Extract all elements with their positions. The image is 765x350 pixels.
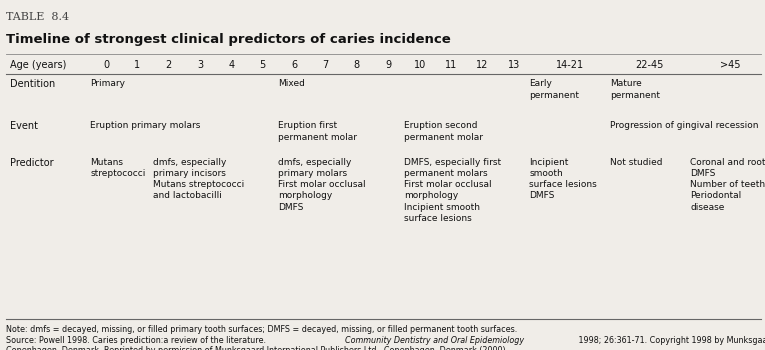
Text: Age (years): Age (years) bbox=[10, 60, 67, 70]
Text: Early
permanent: Early permanent bbox=[529, 79, 579, 99]
Text: Eruption primary molars: Eruption primary molars bbox=[90, 121, 200, 131]
Text: 3: 3 bbox=[197, 60, 203, 70]
Text: Incipient
smooth
surface lesions
DMFS: Incipient smooth surface lesions DMFS bbox=[529, 158, 597, 201]
Text: Dentition: Dentition bbox=[10, 79, 55, 90]
Text: Note: dmfs = decayed, missing, or filled primary tooth surfaces; DMFS = decayed,: Note: dmfs = decayed, missing, or filled… bbox=[6, 325, 517, 334]
Text: Mature
permanent: Mature permanent bbox=[610, 79, 659, 99]
Text: Eruption second
permanent molar: Eruption second permanent molar bbox=[404, 121, 483, 141]
Text: 6: 6 bbox=[291, 60, 298, 70]
Text: Predictor: Predictor bbox=[10, 158, 54, 168]
Text: 10: 10 bbox=[413, 60, 426, 70]
Text: Mixed: Mixed bbox=[278, 79, 305, 89]
Text: Source: Powell 1998. Caries prediction:a review of the literature.: Source: Powell 1998. Caries prediction:a… bbox=[6, 336, 269, 345]
Text: 8: 8 bbox=[353, 60, 360, 70]
Text: 5: 5 bbox=[259, 60, 266, 70]
Text: 22-45: 22-45 bbox=[636, 60, 664, 70]
Text: Copenhagen, Denmark. Reprinted by permission of Munksgaard International Publish: Copenhagen, Denmark. Reprinted by permis… bbox=[6, 346, 508, 350]
Text: Eruption first
permanent molar: Eruption first permanent molar bbox=[278, 121, 357, 141]
Text: dmfs, especially
primary incisors
Mutans streptococci
and lactobacilli: dmfs, especially primary incisors Mutans… bbox=[153, 158, 244, 201]
Text: 14-21: 14-21 bbox=[555, 60, 584, 70]
Text: TABLE  8.4: TABLE 8.4 bbox=[6, 12, 70, 22]
Text: Event: Event bbox=[10, 121, 38, 132]
Text: 13: 13 bbox=[507, 60, 520, 70]
Text: 1998; 26:361-71. Copyright 1998 by Munksgaard International Publishers Ltd.,: 1998; 26:361-71. Copyright 1998 by Munks… bbox=[576, 336, 765, 345]
Text: 1: 1 bbox=[134, 60, 141, 70]
Text: Primary: Primary bbox=[90, 79, 125, 89]
Text: Mutans
streptococci: Mutans streptococci bbox=[90, 158, 145, 178]
Text: Coronal and root
DMFS
Number of teeth
Periodontal
disease: Coronal and root DMFS Number of teeth Pe… bbox=[690, 158, 765, 212]
Text: 4: 4 bbox=[228, 60, 235, 70]
Text: dmfs, especially
primary molars
First molar occlusal
morphology
DMFS: dmfs, especially primary molars First mo… bbox=[278, 158, 366, 212]
Text: 0: 0 bbox=[103, 60, 109, 70]
Text: Not studied: Not studied bbox=[610, 158, 662, 167]
Text: 12: 12 bbox=[476, 60, 489, 70]
Text: Timeline of strongest clinical predictors of caries incidence: Timeline of strongest clinical predictor… bbox=[6, 33, 451, 46]
Text: 2: 2 bbox=[165, 60, 172, 70]
Text: Community Dentistry and Oral Epidemiology: Community Dentistry and Oral Epidemiolog… bbox=[345, 336, 524, 345]
Text: Progression of gingival recession: Progression of gingival recession bbox=[610, 121, 758, 131]
Text: DMFS, especially first
permanent molars
First molar occlusal
morphology
Incipien: DMFS, especially first permanent molars … bbox=[404, 158, 501, 223]
Text: 7: 7 bbox=[322, 60, 329, 70]
Text: >45: >45 bbox=[720, 60, 741, 70]
Text: 9: 9 bbox=[385, 60, 392, 70]
Text: 11: 11 bbox=[444, 60, 457, 70]
